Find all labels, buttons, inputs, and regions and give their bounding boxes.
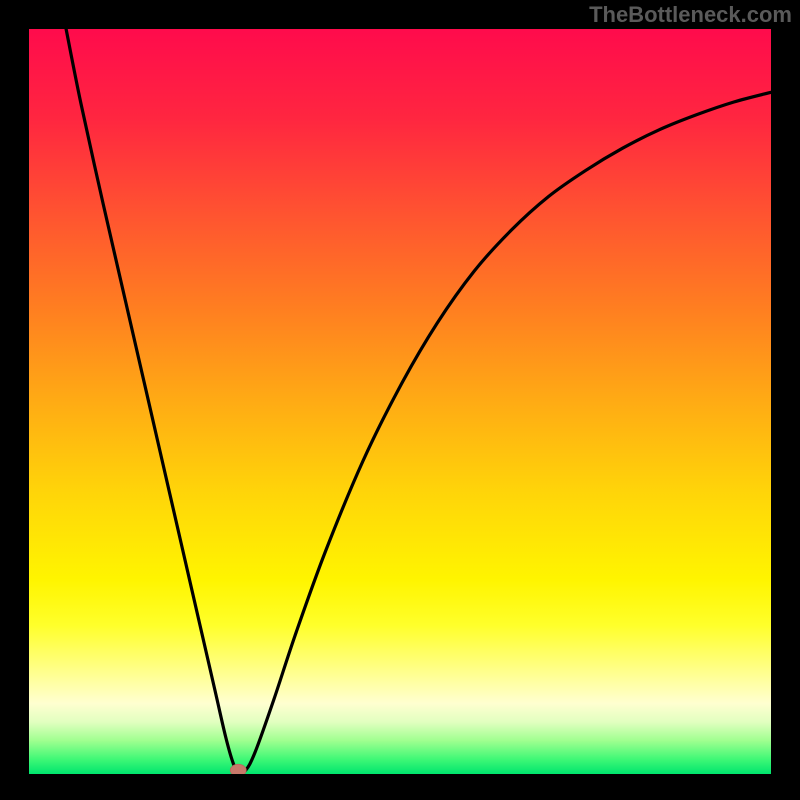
curve-layer <box>29 29 771 774</box>
attribution-text: TheBottleneck.com <box>589 2 792 28</box>
plot-area <box>29 29 771 774</box>
chart-container: TheBottleneck.com <box>0 0 800 800</box>
minimum-marker <box>230 764 246 774</box>
bottleneck-curve <box>66 29 771 773</box>
